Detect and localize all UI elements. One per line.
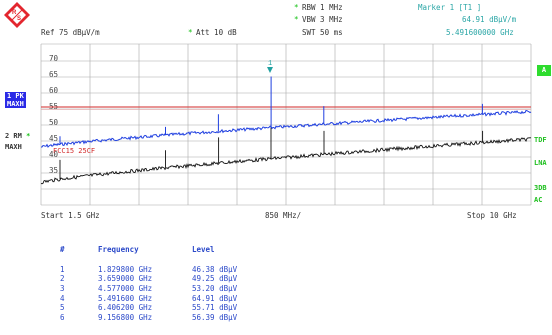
table-row: 3 4.577000 GHz 53.20 dBµV xyxy=(52,284,237,294)
table-row: 4 5.491600 GHz 64.91 dBµV xyxy=(52,293,237,303)
row-number: 4 xyxy=(60,293,65,303)
rbw-label: RBW 1 MHz xyxy=(302,3,343,12)
a-label[interactable]: A xyxy=(537,65,551,76)
3db-label: 3DB xyxy=(534,184,547,192)
marker-table: # Frequency Level 1 1.829800 GHz 46.38 dBµ… xyxy=(52,243,237,322)
row-frequency: 5.491600 GHz xyxy=(98,293,153,303)
svg-text:1: 1 xyxy=(268,60,272,68)
row-number: 2 xyxy=(60,274,65,284)
row-level: 64.91 dBµV xyxy=(192,293,238,303)
marker-info-frequency: 5.491600000 GHz xyxy=(446,28,514,37)
marker-triangle-icon[interactable]: 1 xyxy=(267,60,273,73)
row-number: 6 xyxy=(60,312,65,322)
table-row: 2 3.659000 GHz 49.25 dBµV xyxy=(52,274,237,284)
row-level: 53.20 dBµV xyxy=(192,284,238,294)
limit-line-label: FCC15 25CF xyxy=(53,147,96,155)
start-frequency: Start 1.5 GHz xyxy=(41,211,100,220)
trace1-label[interactable]: 1 PK MAXH xyxy=(5,92,26,108)
ac-label: AC xyxy=(534,196,543,204)
rohde-schwarz-logo-icon: R S xyxy=(3,1,31,29)
table-row: 1 1.829800 GHz 46.38 dBµV xyxy=(52,265,237,275)
table-row: 6 9.156800 GHz 56.39 dBµV xyxy=(52,313,237,323)
col-header-frequency: Frequency xyxy=(98,244,139,254)
span-per-div: 850 MHz/ xyxy=(265,211,302,220)
y-tick: 60 xyxy=(48,86,58,95)
row-level: 46.38 dBµV xyxy=(192,264,238,274)
trace1-peak xyxy=(41,76,532,148)
vbw-label: VBW 3 MHz xyxy=(302,15,343,24)
lna-label: LNA xyxy=(534,159,547,167)
row-frequency: 4.577000 GHz xyxy=(98,284,153,294)
row-frequency: 6.406200 GHz xyxy=(98,303,153,313)
col-header-number: # xyxy=(60,244,65,254)
marker-table-header: # Frequency Level xyxy=(52,243,237,255)
stop-frequency: Stop 10 GHz xyxy=(467,211,517,220)
row-frequency: 9.156800 GHz xyxy=(98,312,153,322)
row-number: 1 xyxy=(60,264,65,274)
ref-level-label: Ref 75 dBµV/m xyxy=(41,28,100,37)
col-header-level: Level xyxy=(192,244,215,254)
row-number: 5 xyxy=(60,303,65,313)
trace2-label[interactable]: 2 RM * MAXH xyxy=(5,132,31,151)
row-level: 56.39 dBµV xyxy=(192,312,238,322)
row-number: 3 xyxy=(60,284,65,294)
marker-info-title: Marker 1 [T1 ] xyxy=(418,3,482,12)
row-frequency: 1.829800 GHz xyxy=(98,264,153,274)
row-frequency: 3.659000 GHz xyxy=(98,274,153,284)
y-tick: 40 xyxy=(48,150,58,159)
grid-lines xyxy=(40,43,532,206)
row-level: 49.25 dBµV xyxy=(192,274,238,284)
y-tick: 35 xyxy=(48,166,58,175)
tdf-label: TDF xyxy=(534,136,547,144)
svg-text:R: R xyxy=(12,10,17,16)
trace2-rms xyxy=(40,124,532,185)
marker-info-level: 64.91 dBµV/m xyxy=(462,15,517,24)
y-tick: 70 xyxy=(48,54,58,63)
table-row: 5 6.406200 GHz 55.71 dBµV xyxy=(52,303,237,313)
y-tick: 65 xyxy=(48,70,58,79)
svg-text:S: S xyxy=(17,16,21,22)
y-tick: 50 xyxy=(48,118,58,127)
swt-label: SWT 50 ms xyxy=(302,28,343,37)
row-level: 55.71 dBµV xyxy=(192,303,238,313)
attenuation-label: Att 10 dB xyxy=(196,28,237,37)
y-tick: 45 xyxy=(48,134,58,143)
